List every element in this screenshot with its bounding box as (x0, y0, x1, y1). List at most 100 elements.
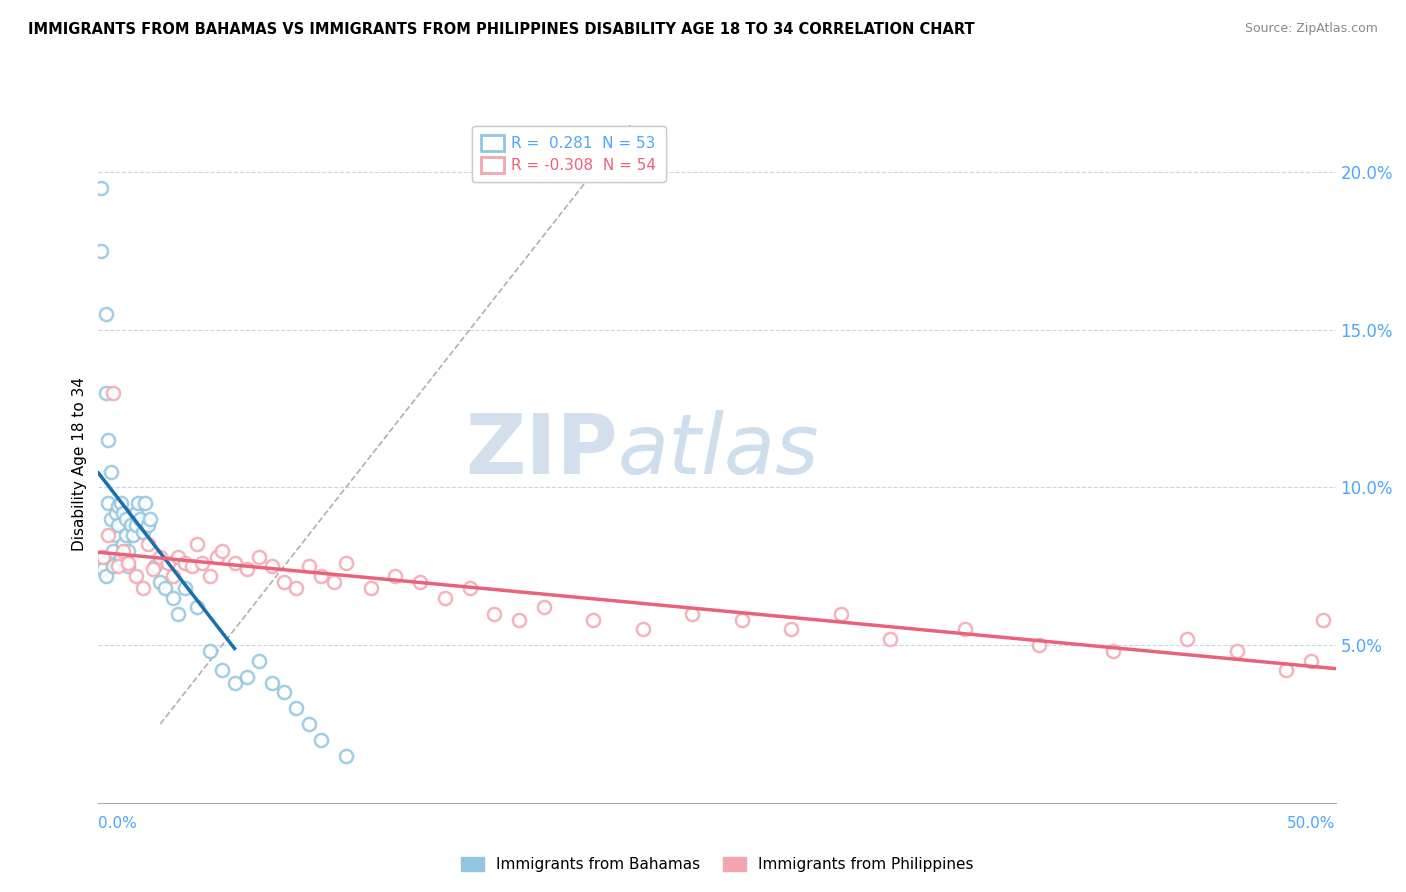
Point (110, 496, 132, 510)
Point (211, 664, 233, 678)
Point (162, 568, 184, 582)
Point (107, 500, 129, 514)
Point (260, 559, 283, 574)
Point (191, 556, 214, 570)
Point (205, 549, 228, 564)
Point (1312, 613, 1334, 627)
Point (236, 562, 259, 576)
Point (830, 607, 852, 621)
Text: ZIP: ZIP (465, 409, 619, 491)
Point (103, 559, 125, 574)
Point (273, 575, 295, 590)
Point (136, 537, 159, 551)
Point (174, 582, 197, 596)
Point (93, 562, 115, 576)
Point (631, 623, 654, 637)
Point (298, 717, 321, 731)
Point (100, 512, 122, 526)
Legend: R =  0.281  N = 53, R = -0.308  N = 54: R = 0.281 N = 53, R = -0.308 N = 54 (471, 126, 665, 182)
Point (136, 518, 159, 533)
Text: 50.0%: 50.0% (1288, 816, 1336, 831)
Legend: Immigrants from Bahamas, Immigrants from Philippines: Immigrants from Bahamas, Immigrants from… (453, 849, 981, 880)
Point (1102, 644, 1125, 658)
Point (100, 465, 122, 479)
Point (247, 654, 270, 668)
Point (112, 506, 135, 520)
Point (134, 496, 156, 510)
Point (198, 568, 221, 582)
Point (124, 518, 146, 533)
Point (156, 556, 179, 570)
Point (103, 385, 125, 400)
Point (953, 623, 976, 637)
Point (142, 562, 165, 576)
Point (103, 543, 125, 558)
Point (143, 559, 166, 574)
Point (298, 559, 321, 574)
Point (384, 568, 406, 582)
Point (247, 549, 270, 564)
Point (114, 528, 136, 542)
Point (322, 575, 344, 590)
Point (186, 600, 208, 615)
Point (117, 543, 139, 558)
Point (110, 549, 132, 564)
Point (285, 701, 308, 715)
Point (97, 433, 120, 447)
Point (260, 676, 283, 690)
Point (174, 556, 197, 570)
Point (582, 613, 605, 627)
Point (335, 748, 357, 763)
Point (360, 582, 382, 596)
Point (409, 575, 432, 590)
Y-axis label: Disability Age 18 to 34: Disability Age 18 to 34 (72, 376, 87, 551)
Point (166, 549, 188, 564)
Point (1175, 632, 1198, 646)
Point (433, 591, 456, 605)
Point (508, 613, 530, 627)
Point (309, 732, 332, 747)
Point (107, 518, 129, 533)
Point (93, 549, 115, 564)
Point (149, 575, 172, 590)
Point (112, 543, 135, 558)
Point (90, 181, 112, 195)
Point (224, 676, 246, 690)
Point (94, 568, 117, 582)
Point (198, 644, 221, 658)
Point (162, 591, 184, 605)
Point (117, 559, 139, 574)
Point (124, 506, 146, 520)
Point (273, 685, 295, 699)
Point (132, 582, 155, 596)
Point (97, 496, 120, 510)
Point (309, 568, 332, 582)
Point (224, 556, 246, 570)
Point (127, 496, 149, 510)
Point (155, 582, 177, 596)
Point (533, 600, 555, 615)
Point (780, 623, 803, 637)
Text: Source: ZipAtlas.com: Source: ZipAtlas.com (1244, 22, 1378, 36)
Point (122, 528, 145, 542)
Point (166, 607, 188, 621)
Point (181, 559, 204, 574)
Point (129, 512, 152, 526)
Point (94, 307, 117, 321)
Point (731, 613, 754, 627)
Point (458, 582, 481, 596)
Point (94, 385, 117, 400)
Point (1299, 654, 1322, 668)
Point (186, 537, 208, 551)
Point (1275, 664, 1298, 678)
Point (335, 556, 357, 570)
Point (681, 607, 703, 621)
Text: atlas: atlas (619, 409, 820, 491)
Point (104, 506, 127, 520)
Point (97, 528, 120, 542)
Text: 0.0%: 0.0% (98, 816, 138, 831)
Point (1226, 644, 1249, 658)
Point (139, 512, 162, 526)
Point (117, 556, 139, 570)
Point (132, 524, 155, 539)
